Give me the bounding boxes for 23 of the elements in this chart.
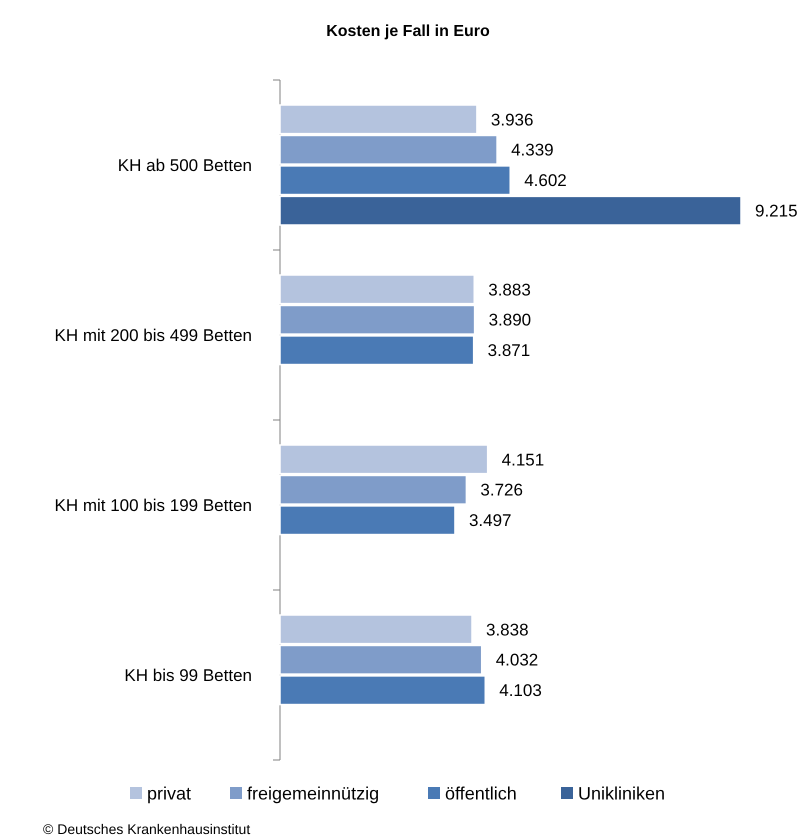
chart-title: Kosten je Fall in Euro [326,23,490,40]
data-label: 3.890 [488,310,532,330]
legend-label: privat [147,783,192,804]
legend-label: Unikliniken [578,783,666,804]
legend-label: freigemeinnützig [247,783,380,804]
data-label: 3.497 [468,511,512,530]
data-label: 4.032 [496,650,538,670]
y-tick-label: KH mit 200 bis 499 Betten [54,326,252,345]
data-label: 3.726 [480,480,523,500]
text: © Deutsches Krankenhausinstitut [43,821,250,836]
data-label: 3.871 [488,341,530,360]
data-label: 3.936 [490,110,534,130]
data-label: 3.883 [488,280,531,300]
data-label: 4.151 [502,450,544,470]
y-tick-label: KH bis 99 Betten [124,666,252,685]
data-label: 9.215 [755,202,798,221]
y-tick-label: KH mit 100 bis 199 Betten [54,496,252,515]
legend-label: öffentlich [445,783,517,804]
data-label: 4.103 [499,681,542,700]
data-label: 3.838 [486,620,529,640]
data-label: 4.602 [524,171,567,190]
data-label: 4.339 [511,140,554,160]
y-tick-label: KH ab 500 Betten [118,156,252,175]
